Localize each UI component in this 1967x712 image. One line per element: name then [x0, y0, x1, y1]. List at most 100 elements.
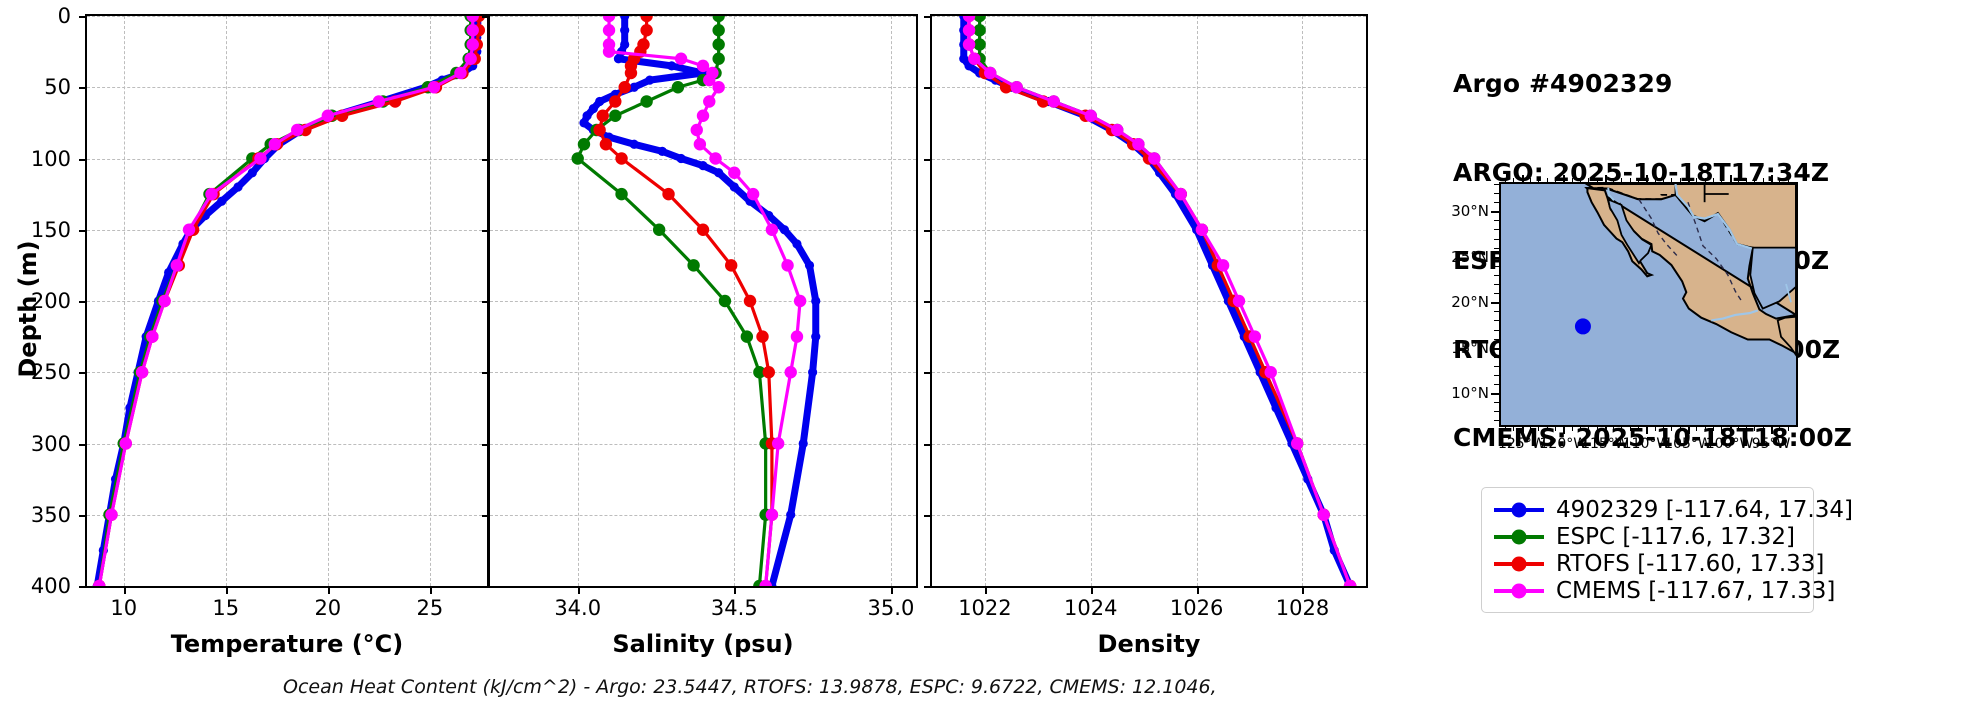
series-marker [1232, 294, 1246, 308]
map-x-minor-tick-top [1746, 178, 1748, 182]
gridline-horizontal [87, 158, 487, 160]
series-marker [959, 54, 969, 64]
series-marker [793, 294, 807, 308]
series-marker [962, 16, 976, 23]
series-marker [667, 61, 677, 71]
series-marker [1047, 95, 1060, 108]
map-x-minor-tick [1596, 427, 1598, 431]
series-legend: 4902329 [-117.64, 17.34] ESPC [-117.6, 17… [1481, 487, 1853, 613]
series-marker [640, 16, 653, 23]
legend-item[interactable]: RTOFS [-117.60, 17.33] [1494, 550, 1824, 577]
map-x-minor-tick [1671, 427, 1673, 431]
x-axis-title: Salinity (psu) [612, 630, 794, 658]
map-y-tick-mark [1491, 393, 1499, 396]
series-marker [756, 330, 769, 343]
map-x-tick-mark [1521, 427, 1524, 434]
series-marker [676, 153, 686, 164]
series-marker [784, 366, 797, 379]
y-tick-mark [924, 372, 930, 375]
series-marker [811, 332, 821, 342]
x-tick-label: 10 [110, 596, 138, 620]
series-canvas [571, 16, 821, 586]
legend-item[interactable]: ESPC [-117.6, 17.32] [1494, 523, 1801, 550]
series-marker [1343, 579, 1357, 586]
legend-item[interactable]: CMEMS [-117.67, 17.33] [1494, 577, 1835, 604]
series-marker [454, 66, 467, 80]
x-tick-mark [1090, 588, 1093, 594]
map-x-minor-tick [1555, 427, 1556, 431]
series-marker [1271, 403, 1281, 413]
map-x-tick-label: 110°W [1622, 436, 1671, 452]
series-marker [93, 579, 106, 586]
series-marker [762, 366, 775, 379]
series-marker [712, 16, 725, 23]
map-x-minor-tick-top [1513, 178, 1515, 182]
y-tick-mark [79, 372, 85, 375]
x-tick-label: 1024 [1064, 596, 1118, 620]
series-marker [254, 152, 267, 165]
series-marker [599, 138, 613, 151]
y-tick-mark [482, 87, 488, 90]
series-marker [615, 152, 628, 165]
y-tick-mark [482, 229, 488, 232]
map-y-minor-tick [1494, 384, 1499, 386]
map-x-minor-tick [1704, 427, 1706, 431]
y-tick-mark [482, 443, 488, 446]
map-y-minor-tick [1494, 356, 1499, 358]
gridline-horizontal [932, 586, 1366, 587]
series-marker [602, 45, 616, 58]
series-marker [962, 38, 976, 51]
map-canvas [1574, 184, 1796, 357]
map-x-minor-tick-top [1721, 178, 1723, 182]
series-marker [135, 366, 149, 379]
series-marker [372, 95, 386, 108]
series-marker [466, 38, 479, 51]
gridline-horizontal [932, 372, 1366, 374]
map-y-tick-label: 25°N [1451, 247, 1489, 266]
map-x-minor-tick-top [1629, 178, 1631, 182]
plot-area [85, 14, 489, 588]
series-marker [595, 96, 605, 107]
map-x-tick-mark-top [1729, 175, 1732, 182]
map-boundary-line [1638, 199, 1679, 258]
series-marker [792, 239, 802, 249]
map-x-tick-label: 120°W [1539, 436, 1588, 452]
series-marker [629, 139, 639, 149]
series-marker [620, 39, 630, 50]
series-marker [233, 182, 243, 192]
map-x-minor-tick-top [1555, 178, 1556, 182]
map-x-minor-tick [1538, 427, 1540, 431]
y-tick-label: 300 [30, 431, 71, 456]
map-x-minor-tick [1621, 427, 1623, 431]
map-y-minor-tick [1494, 229, 1499, 231]
map-x-tick-mark-top [1604, 175, 1607, 182]
gridline-horizontal [87, 514, 487, 516]
series-marker [164, 267, 174, 278]
map-x-minor-tick-top [1696, 178, 1698, 182]
map-x-minor-tick [1579, 427, 1581, 431]
map-x-minor-tick [1779, 427, 1781, 431]
series-marker [712, 81, 725, 94]
series-marker [771, 437, 785, 450]
series-marker [629, 82, 639, 92]
map-boundary-line [1785, 283, 1792, 303]
map-x-minor-tick-top [1779, 178, 1781, 182]
map-x-minor-tick [1754, 427, 1756, 431]
legend-color-swatch [1494, 554, 1544, 574]
series-marker [1317, 508, 1330, 521]
series-marker [588, 104, 598, 114]
legend-item[interactable]: 4902329 [-117.64, 17.34] [1494, 496, 1853, 523]
map-x-minor-tick-top [1538, 178, 1540, 182]
map-x-minor-tick [1746, 427, 1748, 431]
series-marker [1174, 187, 1187, 201]
map-x-minor-tick-top [1530, 178, 1532, 182]
gridline-horizontal [490, 372, 916, 374]
map-x-minor-tick-top [1571, 178, 1573, 182]
map-y-minor-tick [1494, 311, 1499, 313]
series-marker [602, 16, 616, 23]
series-marker [579, 118, 589, 128]
gridline-horizontal [87, 443, 487, 445]
map-y-minor-tick [1494, 284, 1499, 286]
map-y-minor-tick [1494, 265, 1499, 267]
series-marker [105, 508, 118, 521]
